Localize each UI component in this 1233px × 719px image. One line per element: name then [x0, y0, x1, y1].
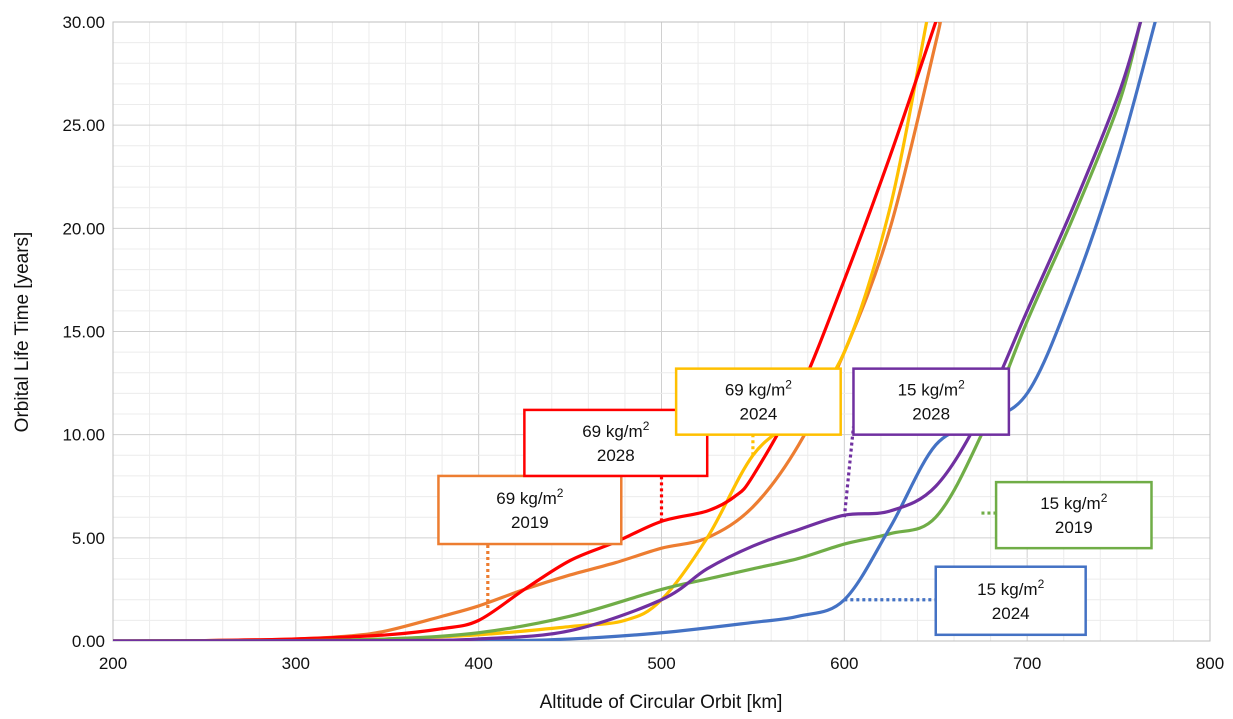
x-tick-label: 800 [1196, 654, 1224, 673]
x-tick-label: 500 [647, 654, 675, 673]
x-tick-label: 700 [1013, 654, 1041, 673]
callout-box [852, 367, 1011, 436]
callout-box [934, 565, 1087, 637]
y-tick-label: 10.00 [62, 426, 105, 445]
x-tick-label: 400 [464, 654, 492, 673]
callout-year: 2028 [597, 446, 635, 465]
callout-box [674, 367, 842, 436]
series-line-15-kg-m2-2024 [113, 22, 1157, 641]
x-tick-label: 300 [282, 654, 310, 673]
callout-label: 69 kg/m2 [582, 419, 649, 441]
callout-year: 2028 [912, 405, 950, 424]
y-tick-label: 25.00 [62, 116, 105, 135]
series-line-69-kg-m2-2019 [113, 22, 942, 641]
plot-frame [112, 21, 1211, 642]
callout-label: 15 kg/m2 [1040, 491, 1107, 513]
y-tick-label: 30.00 [62, 13, 105, 32]
axes: 200 300 400 500 600 700 800 0.00 5.00 10.00 15.00 2… [62, 13, 1224, 673]
callout-leader [842, 426, 856, 518]
y-tick-label: 15.00 [62, 323, 105, 342]
callout-year: 2024 [992, 604, 1030, 623]
callout-label: 69 kg/m2 [496, 486, 563, 508]
series-line-69-kg-m2-2028 [113, 22, 938, 641]
series-lines [113, 22, 1157, 641]
y-tick-label: 5.00 [72, 529, 105, 548]
callouts: 69 kg/m2 2019 69 kg/m2 2028 69 kg/m2 2024 15 k… [437, 367, 1153, 637]
callout-box [437, 474, 623, 546]
x-tick-label: 600 [830, 654, 858, 673]
callout-label: 69 kg/m2 [725, 378, 792, 400]
callout-box [994, 480, 1153, 550]
y-tick-label: 0.00 [72, 632, 105, 651]
y-tick-label: 20.00 [62, 219, 105, 238]
series-line-15-kg-m2-2028 [113, 22, 1143, 641]
x-tick-label: 200 [99, 654, 127, 673]
y-axis-title: Orbital Life Time [years] [12, 232, 33, 433]
callout-label: 15 kg/m2 [898, 378, 965, 400]
callout-year: 2024 [739, 405, 777, 424]
callout-label: 15 kg/m2 [977, 577, 1044, 599]
series-line-15-kg-m2-2019 [113, 22, 1143, 641]
callout-year: 2019 [1055, 518, 1093, 537]
x-axis-title: Altitude of Circular Orbit [km] [540, 692, 783, 713]
callout-year: 2019 [511, 513, 549, 532]
